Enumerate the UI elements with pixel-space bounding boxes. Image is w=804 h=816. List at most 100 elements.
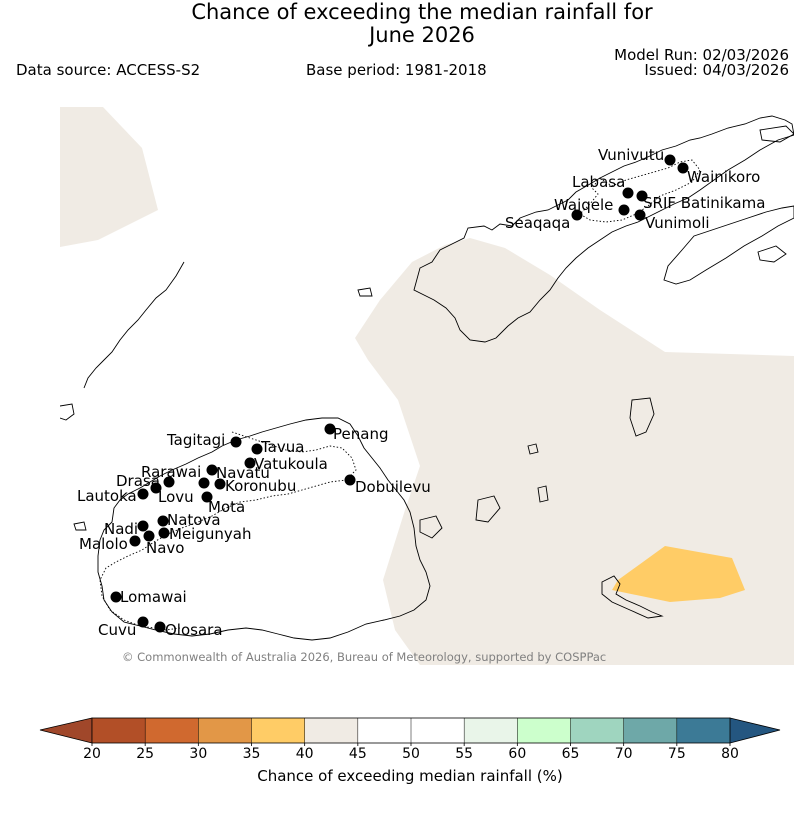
colorbar-tick-label-70: 70 bbox=[615, 746, 633, 762]
colorbar-label: Chance of exceeding median rainfall (%) bbox=[257, 767, 562, 785]
rabi-coast bbox=[759, 125, 794, 143]
colorbar-ticks: 20 25 30 35 40 45 50 55 60 65 70 75 80 bbox=[83, 743, 739, 762]
station-label-penang: Penang bbox=[333, 425, 388, 443]
colorbar-segment-55-60 bbox=[464, 718, 518, 743]
colorbar-tick-label-35: 35 bbox=[243, 746, 261, 762]
model-run-label: Model Run: 02/03/2026 bbox=[614, 46, 789, 64]
station-label-rarawai: Rarawai bbox=[141, 463, 201, 481]
colorbar-segment-20-25 bbox=[92, 718, 146, 743]
station-marker-penang bbox=[324, 423, 336, 435]
station-marker-srif-batinikama bbox=[636, 190, 648, 202]
colorbar-segment-40-45 bbox=[304, 718, 359, 743]
station-marker-vunivutu bbox=[664, 154, 676, 166]
wakaya-coast bbox=[527, 443, 539, 455]
station-marker-dobuilevu bbox=[344, 474, 356, 486]
colorbar-tick-label-45: 45 bbox=[349, 746, 367, 762]
colorbar-tick-label-80: 80 bbox=[721, 746, 739, 762]
station-label-navatu: Navatu bbox=[216, 464, 270, 482]
station-markers bbox=[110, 154, 689, 633]
kadavu-coast bbox=[601, 575, 664, 619]
station-marker-nadi bbox=[137, 520, 149, 532]
data-source-label: Data source: ACCESS-S2 bbox=[16, 61, 201, 79]
station-label-cuvu: Cuvu bbox=[98, 621, 136, 639]
colorbar-tick-label-75: 75 bbox=[668, 746, 686, 762]
station-marker-lovu bbox=[150, 482, 162, 494]
title-line-1: Chance of exceeding the median rainfall … bbox=[191, 0, 653, 24]
station-marker-navo bbox=[143, 530, 155, 542]
station-marker-natova bbox=[157, 515, 169, 527]
vanua-levu-coast bbox=[413, 115, 794, 343]
colorbar-segment-60-65 bbox=[517, 718, 571, 743]
issued-label: Issued: 04/03/2026 bbox=[644, 61, 789, 79]
colorbar-tick-label-55: 55 bbox=[455, 746, 473, 762]
station-label-navo: Navo bbox=[146, 539, 184, 557]
colorbar-segment-50-55 bbox=[411, 718, 465, 743]
colorbar-tick-label-20: 20 bbox=[83, 746, 101, 762]
station-marker-meigunyah bbox=[158, 527, 170, 539]
station-label-tagitagi: Tagitagi bbox=[166, 431, 225, 449]
station-marker-olosara bbox=[154, 621, 166, 633]
near-median-region-north-west bbox=[60, 107, 158, 247]
station-marker-labasa bbox=[622, 187, 634, 199]
colorbar-segment-70-75 bbox=[623, 718, 678, 743]
probability-shading bbox=[60, 107, 794, 665]
yasawa-chain bbox=[83, 261, 185, 389]
colorbar-tick-label-40: 40 bbox=[296, 746, 314, 762]
colorbar-extend-below bbox=[39, 717, 93, 744]
colorbar-tick-label-60: 60 bbox=[508, 746, 526, 762]
station-label-drasa: Drasa bbox=[116, 472, 160, 490]
station-marker-seaqaqa bbox=[571, 209, 583, 221]
colorbar-tick-label-65: 65 bbox=[562, 746, 580, 762]
province-boundaries bbox=[99, 159, 701, 631]
near-median-region-central bbox=[355, 238, 794, 665]
mamanuca-islets bbox=[60, 403, 87, 531]
station-label-dobuilevu: Dobuilevu bbox=[355, 478, 431, 496]
station-label-lautoka: Lautoka bbox=[77, 487, 137, 505]
station-marker-vunimoli bbox=[634, 209, 646, 221]
gau-coast bbox=[475, 495, 501, 523]
station-marker-drasa bbox=[163, 476, 175, 488]
base-period-label: Base period: 1981-2018 bbox=[306, 61, 487, 79]
station-label-nadi: Nadi bbox=[104, 520, 138, 538]
colorbar-segments bbox=[92, 718, 731, 743]
below-median-region-kadavu bbox=[612, 546, 745, 602]
colorbar-segment-30-35 bbox=[198, 718, 252, 743]
station-label-waiqele: Waiqele bbox=[554, 196, 613, 214]
station-marker-tagitagi bbox=[230, 436, 242, 448]
yadua-coast bbox=[357, 287, 373, 297]
station-labels: Vunivutu Wainikoro Labasa Waiqele SRIF B… bbox=[77, 146, 765, 639]
station-label-lomawai: Lomawai bbox=[120, 588, 187, 606]
station-marker-lomawai bbox=[110, 591, 122, 603]
station-label-seaqaqa: Seaqaqa bbox=[505, 214, 570, 232]
qamea-coast bbox=[757, 245, 787, 263]
station-marker-rarawai bbox=[206, 464, 218, 476]
station-label-vunimoli: Vunimoli bbox=[645, 214, 710, 232]
station-label-mota: Mota bbox=[208, 498, 245, 516]
station-label-srif-batinikama: SRIF Batinikama bbox=[643, 194, 765, 212]
colorbar-tick-label-50: 50 bbox=[402, 746, 420, 762]
ovalau-coast bbox=[419, 515, 443, 539]
colorbar-extend-above bbox=[729, 717, 781, 744]
station-label-lovu: Lovu bbox=[158, 488, 194, 506]
colorbar-segment-45-50 bbox=[357, 718, 412, 743]
station-marker-navatu bbox=[198, 477, 210, 489]
station-label-natova: Natova bbox=[167, 511, 221, 529]
station-label-labasa: Labasa bbox=[572, 173, 625, 191]
station-marker-lautoka bbox=[137, 488, 149, 500]
station-label-malolo: Malolo bbox=[79, 535, 128, 553]
station-marker-malolo bbox=[129, 535, 141, 547]
koro-coast bbox=[629, 397, 655, 437]
colorbar: 20 25 30 35 40 45 50 55 60 65 70 75 80 Chance of exc… bbox=[39, 717, 781, 785]
colorbar-segment-25-30 bbox=[145, 718, 199, 743]
station-label-koronubu: Koronubu bbox=[225, 477, 296, 495]
station-marker-vatukoula bbox=[244, 457, 256, 469]
station-label-wainikoro: Wainikoro bbox=[687, 168, 760, 186]
station-label-vunivutu: Vunivutu bbox=[598, 146, 664, 164]
station-label-olosara: Olosara bbox=[165, 621, 223, 639]
station-label-meigunyah: Meigunyah bbox=[169, 525, 251, 543]
station-marker-koronubu bbox=[214, 478, 226, 490]
coastlines bbox=[60, 115, 794, 641]
station-marker-wainikoro bbox=[677, 162, 689, 174]
colorbar-tick-label-30: 30 bbox=[189, 746, 207, 762]
